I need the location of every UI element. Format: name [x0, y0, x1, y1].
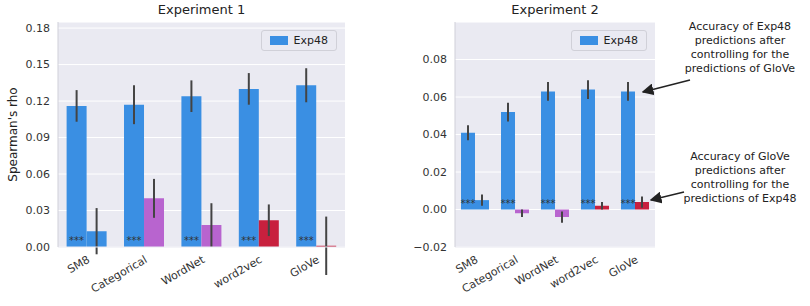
svg-text:***: ***	[241, 235, 256, 246]
svg-text:***: ***	[501, 198, 516, 209]
svg-text:***: ***	[127, 235, 142, 246]
svg-text:word2vec: word2vec	[212, 253, 265, 291]
svg-text:***: ***	[299, 235, 314, 246]
svg-text:0.09: 0.09	[26, 131, 51, 144]
svg-text:GloVe: GloVe	[606, 253, 640, 280]
html-text:Experiment 1: Experiment 1	[157, 2, 246, 17]
svg-text:0.06: 0.06	[423, 91, 448, 104]
svg-text:0.03: 0.03	[26, 204, 51, 217]
svg-text:WordNet: WordNet	[512, 253, 561, 289]
svg-text:0.02: 0.02	[423, 166, 448, 179]
svg-text:Spearman's rho: Spearman's rho	[8, 87, 20, 181]
svg-text:GloVe: GloVe	[288, 253, 322, 280]
svg-text:***: ***	[184, 235, 199, 246]
svg-text:***: ***	[541, 198, 556, 209]
svg-text:0.12: 0.12	[26, 95, 51, 108]
svg-text:0.00: 0.00	[26, 241, 51, 254]
html-text:Experiment 2: Experiment 2	[511, 2, 599, 17]
svg-text:Categorical: Categorical	[89, 253, 150, 296]
svg-text:0.08: 0.08	[423, 53, 448, 66]
svg-text:WordNet: WordNet	[159, 253, 207, 288]
svg-text:0.18: 0.18	[26, 22, 51, 35]
svg-text:***: ***	[461, 198, 476, 209]
html-text:Accuracy of Exp48 predictions: Accuracy of Exp48 predictions after cont…	[684, 20, 796, 75]
svg-text:SM8: SM8	[454, 253, 481, 276]
svg-text:0.15: 0.15	[26, 58, 51, 71]
svg-text:−0.02: −0.02	[413, 241, 447, 254]
svg-text:0.04: 0.04	[423, 128, 448, 141]
svg-text:word2vec: word2vec	[548, 253, 601, 291]
html-text:Exp48: Exp48	[293, 34, 328, 47]
svg-text:0.00: 0.00	[423, 203, 448, 216]
svg-text:SM8: SM8	[65, 253, 92, 276]
html-text:Exp48: Exp48	[603, 34, 638, 47]
svg-text:***: ***	[621, 198, 636, 209]
svg-text:0.06: 0.06	[26, 168, 51, 181]
svg-text:***: ***	[69, 235, 84, 246]
html-text:Accuracy of GloVe predictions: Accuracy of GloVe predictions after cont…	[683, 150, 797, 205]
svg-text:Categorical: Categorical	[460, 253, 521, 296]
svg-text:***: ***	[581, 198, 596, 209]
